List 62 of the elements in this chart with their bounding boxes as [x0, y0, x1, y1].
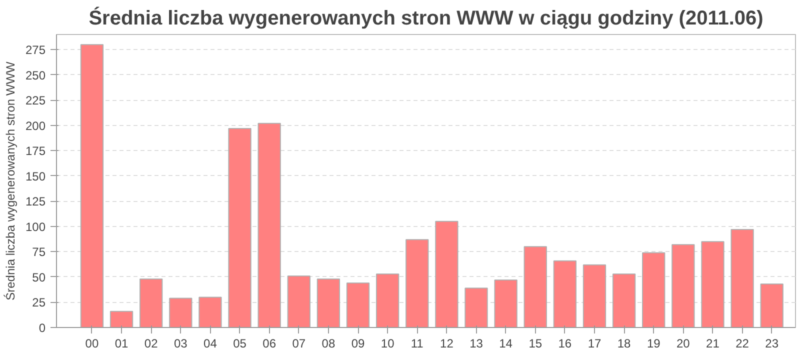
bar — [287, 275, 310, 328]
x-tick-label: 00 — [85, 336, 99, 350]
bar — [169, 298, 192, 328]
x-tick-label: 04 — [204, 336, 218, 350]
x-tick-label: 12 — [440, 336, 454, 350]
bar — [346, 282, 370, 328]
x-tick-label: 15 — [528, 336, 542, 350]
x-tick-label: 02 — [144, 336, 158, 350]
x-tick-label: 06 — [262, 336, 276, 350]
bar — [464, 288, 488, 328]
bar — [642, 252, 666, 328]
bar — [701, 241, 724, 328]
y-tick-label: 150 — [25, 169, 46, 184]
y-tick-label: 200 — [25, 118, 46, 133]
x-tick-label: 14 — [499, 336, 513, 350]
x-tick-label: 01 — [114, 336, 129, 350]
x-tick-label: 11 — [410, 336, 424, 350]
x-tick-label: 16 — [558, 336, 572, 350]
y-tick-label: 125 — [25, 194, 46, 209]
x-tick-label: 22 — [736, 336, 750, 350]
y-tick-label: 225 — [25, 94, 46, 108]
bar — [435, 220, 458, 328]
bar — [553, 260, 577, 328]
y-tick-label: 250 — [25, 68, 46, 82]
bar — [316, 278, 340, 328]
x-tick-label: 20 — [676, 336, 690, 350]
y-tick-label: 75 — [32, 245, 46, 260]
bar — [612, 273, 636, 328]
bar — [198, 296, 222, 328]
x-tick-label: 09 — [351, 336, 366, 350]
bar — [582, 264, 606, 328]
y-axis-title: Średnia liczba wygenerowanych stron WWW — [3, 60, 18, 300]
x-tick-label: 17 — [588, 336, 602, 350]
x-tick-label: 08 — [322, 336, 336, 350]
x-tick-label: 10 — [380, 336, 395, 350]
bar — [110, 310, 134, 328]
bar — [524, 246, 547, 328]
y-tick-label: 25 — [32, 296, 46, 310]
x-tick-label: 07 — [292, 336, 306, 350]
bar — [672, 244, 695, 328]
bar — [760, 284, 784, 328]
x-tick-label: 03 — [174, 336, 188, 350]
bar — [730, 228, 754, 328]
x-tick-label: 21 — [706, 336, 720, 350]
bar — [494, 280, 518, 328]
bar — [80, 44, 104, 328]
bar — [228, 128, 252, 328]
x-tick-label: 18 — [617, 336, 632, 350]
y-tick-label: 0 — [38, 321, 46, 335]
y-tick-label: 175 — [25, 144, 46, 158]
y-tick-label: 275 — [25, 43, 46, 58]
x-tick-label: 23 — [765, 336, 779, 350]
y-tick-label: 100 — [25, 220, 46, 234]
bar — [406, 239, 429, 328]
x-tick-label: 13 — [470, 336, 484, 350]
x-tick-label: 19 — [646, 336, 661, 350]
chart-title: Średnia liczba wygenerowanych stron WWW w ciągu godziny (2011.06) — [88, 6, 764, 30]
bar — [258, 122, 281, 328]
y-tick-label: 50 — [32, 270, 46, 284]
bar — [376, 273, 400, 328]
bar — [140, 278, 163, 328]
x-tick-label: 05 — [233, 336, 247, 350]
